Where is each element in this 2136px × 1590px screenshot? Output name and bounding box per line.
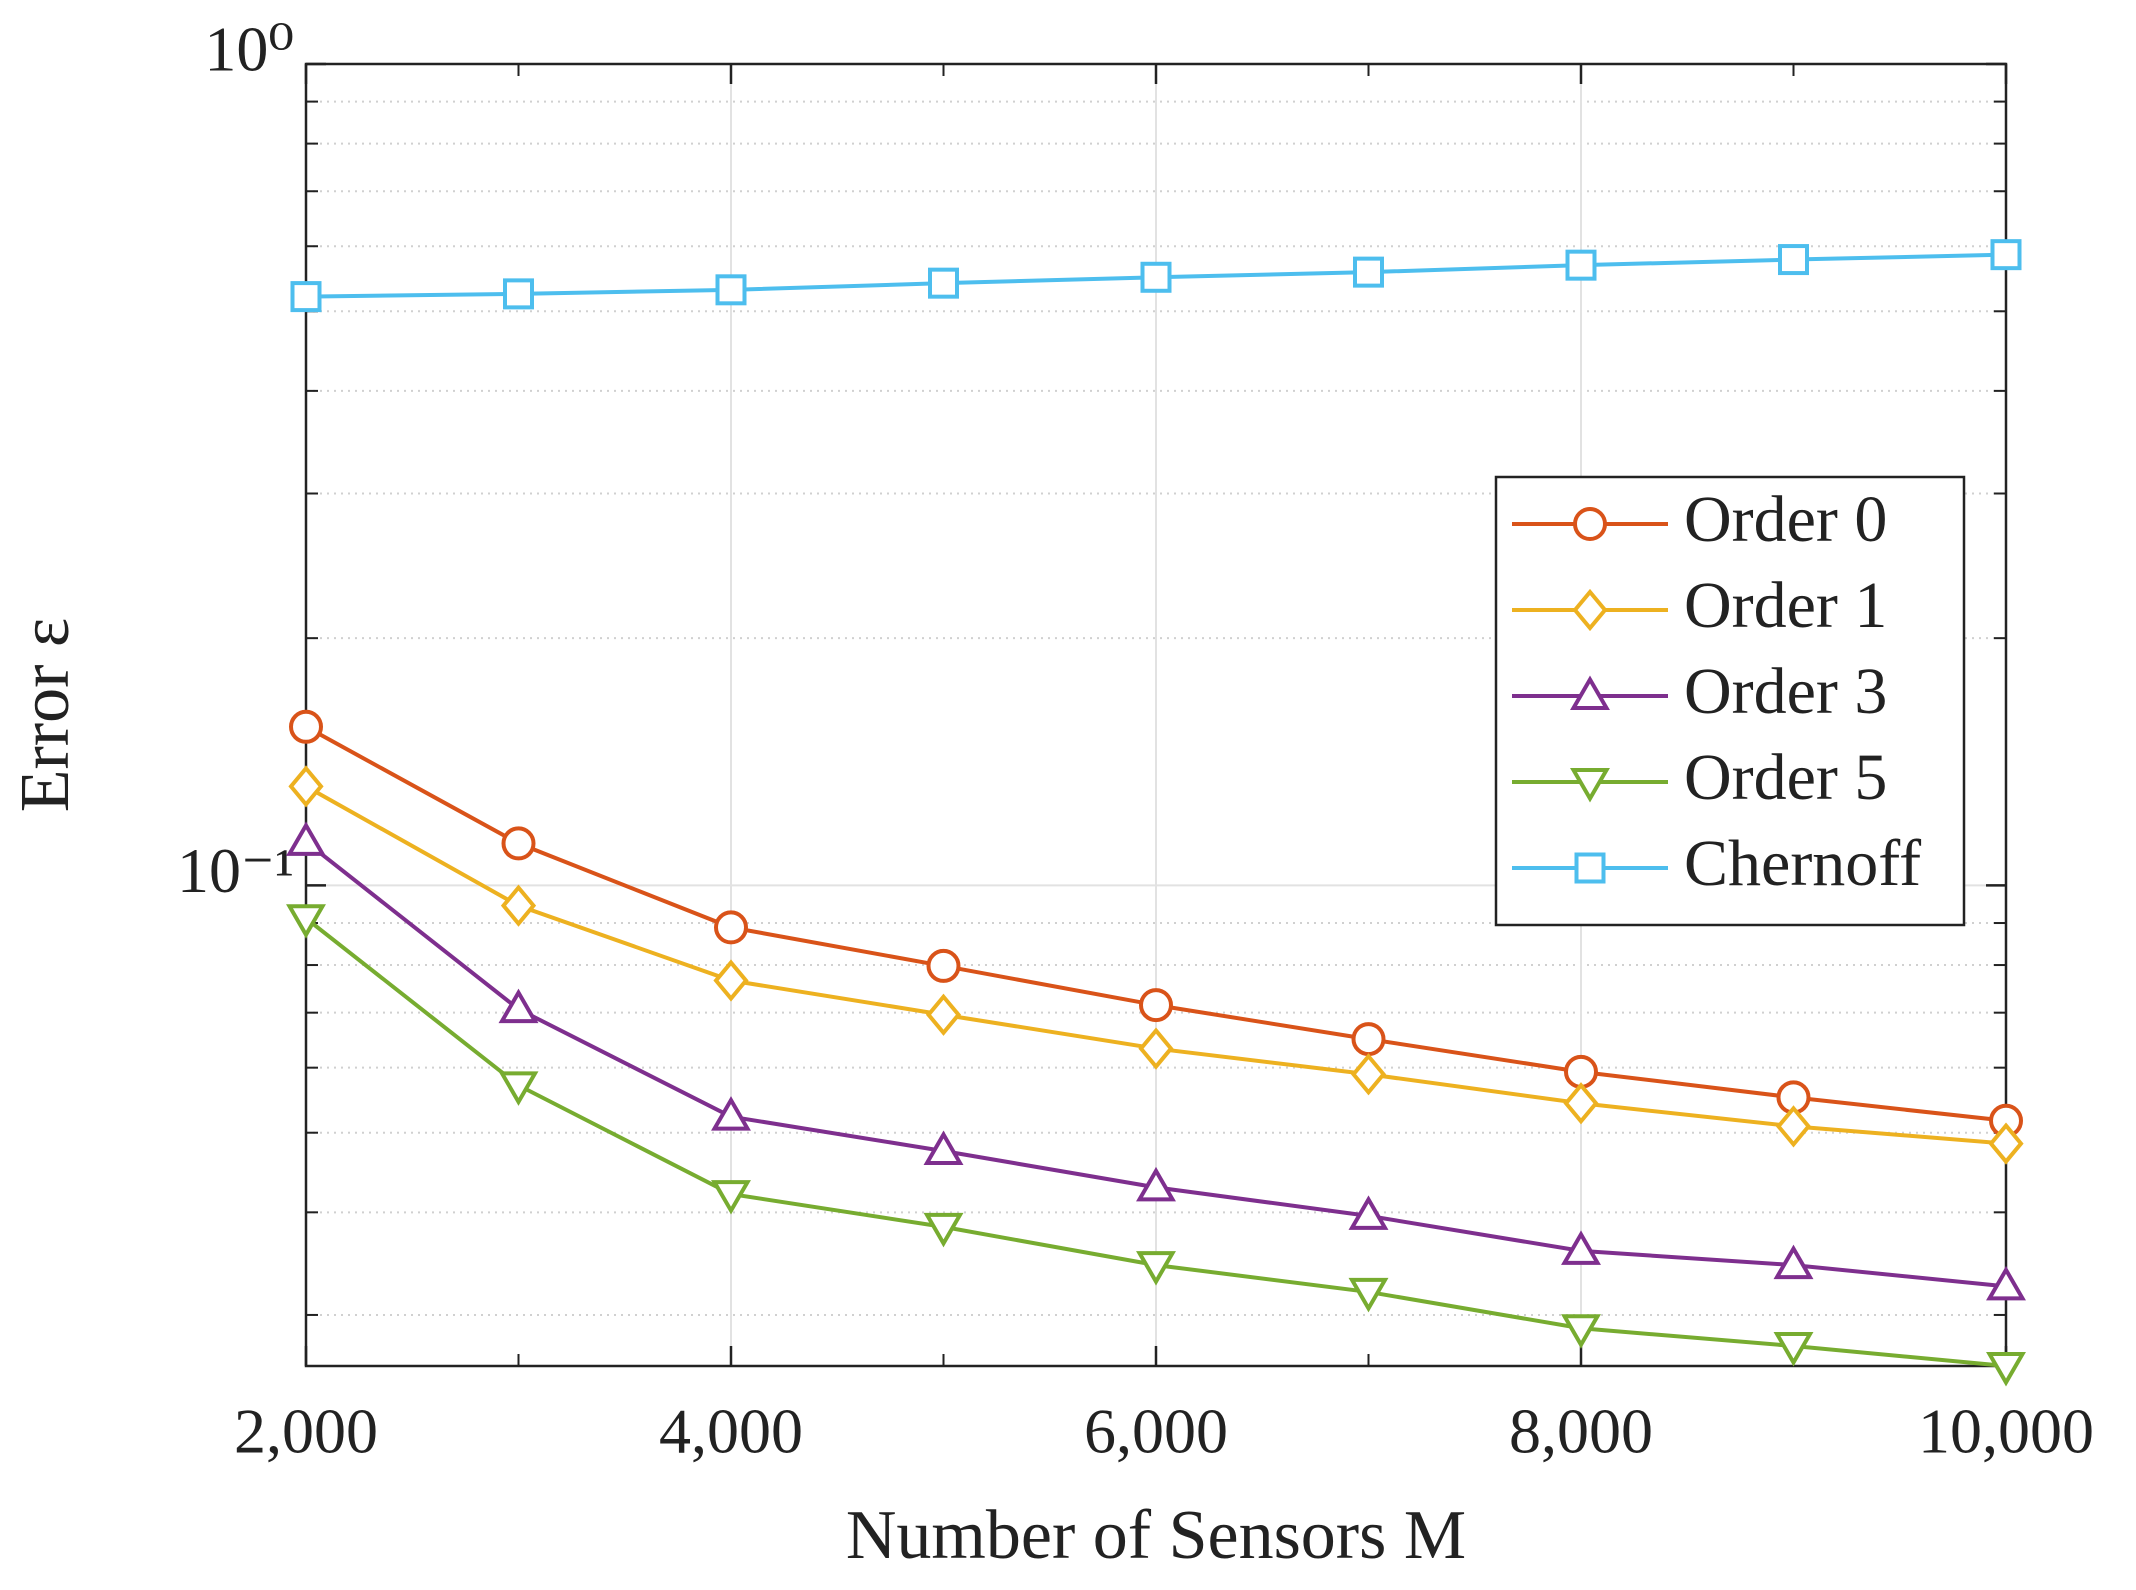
marker xyxy=(1353,256,1384,288)
marker xyxy=(1775,1105,1812,1148)
marker xyxy=(1773,1244,1814,1280)
marker xyxy=(1138,1027,1174,1070)
marker xyxy=(711,1180,751,1215)
x-tick-label: 6,000 xyxy=(1084,1396,1228,1467)
y-tick-label: 10⁻¹ xyxy=(177,835,294,906)
legend-marker xyxy=(1570,768,1610,803)
marker xyxy=(503,278,534,310)
marker xyxy=(1561,1230,1601,1265)
legend-label: Order 3 xyxy=(1684,655,1887,728)
marker xyxy=(1348,1277,1389,1313)
x-tick-label: 10,000 xyxy=(1918,1396,2094,1467)
marker xyxy=(926,948,961,983)
marker xyxy=(711,1096,751,1131)
marker xyxy=(928,267,959,299)
marker xyxy=(715,274,747,306)
y-tick-label: 10⁰ xyxy=(204,14,294,85)
marker xyxy=(925,993,962,1036)
legend-marker xyxy=(1570,675,1610,710)
x-tick-label: 4,000 xyxy=(659,1396,803,1467)
y-axis-label: Error ε xyxy=(7,618,84,813)
x-tick-label: 2,000 xyxy=(234,1396,378,1467)
x-axis-label: Number of Sensors M xyxy=(846,1497,1466,1574)
marker xyxy=(290,281,322,313)
marker xyxy=(288,765,324,808)
marker xyxy=(1778,244,1809,276)
marker xyxy=(1351,1022,1386,1057)
marker xyxy=(1348,1195,1389,1230)
x-tick-label: 8,000 xyxy=(1509,1396,1653,1467)
legend-label: Order 5 xyxy=(1684,741,1887,814)
marker xyxy=(1773,1331,1814,1367)
marker xyxy=(286,904,326,939)
marker xyxy=(1990,239,2022,271)
marker xyxy=(1563,1082,1599,1125)
legend-marker xyxy=(1574,852,1606,884)
marker xyxy=(1561,1314,1601,1349)
marker xyxy=(1139,988,1173,1023)
marker xyxy=(500,884,537,927)
legend-label: Chernoff xyxy=(1684,827,1921,900)
legend-marker xyxy=(1573,507,1607,541)
marker xyxy=(1136,1166,1176,1202)
marker xyxy=(1136,1251,1176,1286)
marker xyxy=(713,959,749,1002)
legend-label: Order 0 xyxy=(1684,483,1887,556)
marker xyxy=(1140,261,1172,293)
marker xyxy=(714,910,748,945)
marker xyxy=(289,709,323,744)
marker xyxy=(498,988,539,1024)
marker xyxy=(498,1071,539,1106)
legend-marker xyxy=(1572,588,1608,632)
legend-box xyxy=(1494,475,1966,927)
marker xyxy=(923,1130,964,1166)
marker xyxy=(1986,1265,2026,1301)
legend-label: Order 1 xyxy=(1684,569,1887,642)
marker xyxy=(1988,1122,2024,1165)
marker xyxy=(1350,1053,1387,1096)
marker xyxy=(923,1212,964,1248)
marker xyxy=(286,821,326,856)
marker xyxy=(1565,249,1597,281)
marker xyxy=(1986,1352,2026,1387)
marker xyxy=(501,826,536,861)
